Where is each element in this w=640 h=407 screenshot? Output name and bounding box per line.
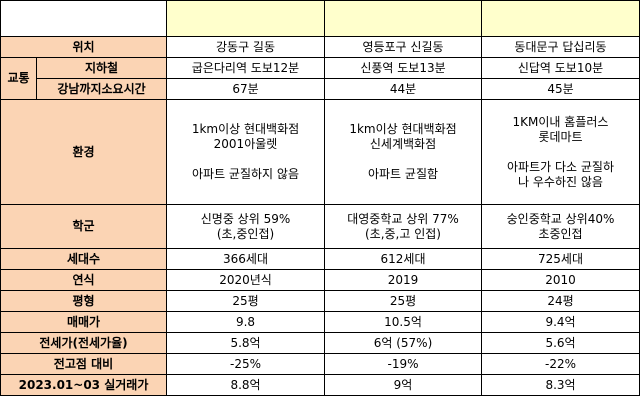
row-value: 9.4억 (481, 311, 640, 333)
row-value: -25% (166, 353, 325, 375)
row-value: 9억 (324, 374, 482, 396)
table-row: 2023.01~03 실거래가 8.8억 9억 8.3억 (0, 374, 640, 396)
header-row (0, 0, 640, 37)
row-value: 5.8억 (166, 332, 325, 354)
location-row: 위치 강동구 길동 영등포구 신길동 동대문구 답십리동 (0, 36, 640, 58)
row-value: -22% (481, 353, 640, 375)
commute-value: 44분 (324, 78, 482, 100)
row-value: 25평 (166, 290, 325, 312)
header-col-2 (324, 0, 482, 37)
subway-value: 신답역 도보10분 (481, 57, 640, 79)
location-label: 위치 (0, 36, 167, 58)
school-line: 대영중학교 상위 77% (347, 211, 459, 226)
table-row: 매매가 9.8 10.5억 9.4억 (0, 311, 640, 333)
school-cell: 대영중학교 상위 77% (초,중,고 인접) (324, 204, 482, 249)
school-label: 학군 (0, 204, 167, 249)
row-label: 세대수 (0, 248, 167, 270)
location-value: 영등포구 신길동 (324, 36, 482, 58)
table-row: 평형 25평 25평 24평 (0, 290, 640, 312)
row-label: 전세가(전세가율) (0, 332, 167, 354)
table-row: 연식 2020년식 2019 2010 (0, 269, 640, 291)
subway-label: 지하철 (36, 57, 167, 79)
subway-value: 신풍역 도보13분 (324, 57, 482, 79)
row-value: 2020년식 (166, 269, 325, 291)
environment-note: 아파트 균질함 (367, 167, 439, 181)
table-row: 전고점 대비 -25% -19% -22% (0, 353, 640, 375)
school-line: (초,중,고 인접) (364, 226, 441, 241)
commute-row: 강남까지소요시간 67분 44분 45분 (1, 78, 640, 100)
location-value: 강동구 길동 (166, 36, 325, 58)
environment-line: 롯데마트 (538, 129, 583, 144)
environment-note: 아파트 균질하지 않음 (192, 167, 299, 181)
school-row: 학군 신명중 상위 59% (초,중인접) 대영중학교 상위 77% (초,중,… (0, 204, 640, 249)
transport-group-label: 교통 (0, 57, 37, 100)
row-value: 5.6억 (481, 332, 640, 354)
row-value: 366세대 (166, 248, 325, 270)
row-label: 매매가 (0, 311, 167, 333)
row-value: 612세대 (324, 248, 482, 270)
commute-value: 45분 (481, 78, 640, 100)
location-value: 동대문구 답십리동 (481, 36, 640, 58)
environment-label: 환경 (0, 99, 167, 205)
commute-label: 강남까지소요시간 (36, 78, 167, 100)
header-col-1 (166, 0, 325, 37)
environment-line: 1km이상 현대백화점 (349, 122, 457, 136)
environment-note: 나 우수하진 않음 (518, 174, 603, 189)
row-value: 2010 (481, 269, 640, 291)
row-value: 8.3억 (481, 374, 640, 396)
row-value: 6억 (57%) (324, 332, 482, 354)
row-value: 9.8 (166, 311, 325, 333)
table-row: 세대수 366세대 612세대 725세대 (0, 248, 640, 270)
row-label: 전고점 대비 (0, 353, 167, 375)
school-line: 숭인중학교 상위40% (506, 211, 615, 226)
row-value: -19% (324, 353, 482, 375)
school-line: 초중인접 (538, 226, 583, 241)
environment-line: 1km이상 현대백화점 (191, 122, 300, 136)
table-row: 전세가(전세가율) 5.8억 6억 (57%) 5.6억 (0, 332, 640, 354)
environment-cell: 1KM이내 홈플러스 롯데마트 아파트가 다소 균질하 나 우수하진 않음 (481, 99, 640, 205)
row-label: 연식 (0, 269, 167, 291)
environment-line: 신세계백화점 (369, 137, 437, 151)
environment-cell: 1km이상 현대백화점 2001아울렛 아파트 균질하지 않음 (166, 99, 325, 205)
environment-cell: 1km이상 현대백화점 신세계백화점 아파트 균질함 (324, 99, 482, 205)
commute-value: 67분 (166, 78, 325, 100)
row-value: 10.5억 (324, 311, 482, 333)
environment-note: 아파트가 다소 균질하 (507, 159, 614, 174)
row-value: 8.8억 (166, 374, 325, 396)
school-cell: 숭인중학교 상위40% 초중인접 (481, 204, 640, 249)
row-label: 평형 (0, 290, 167, 312)
school-cell: 신명중 상위 59% (초,중인접) (166, 204, 325, 249)
school-line: 신명중 상위 59% (200, 211, 291, 226)
environment-line: 2001아울렛 (213, 137, 278, 151)
corner-cell (0, 0, 167, 37)
school-line: (초,중인접) (216, 226, 275, 241)
header-col-3 (481, 0, 640, 37)
comparison-table: 위치 강동구 길동 영등포구 신길동 동대문구 답십리동 교통 지하철 굽은다리… (0, 0, 640, 396)
environment-line: 1KM이내 홈플러스 (512, 114, 609, 129)
subway-row: 교통 지하철 굽은다리역 도보12분 신풍역 도보13분 신답역 도보10분 (0, 57, 640, 100)
row-value: 25평 (324, 290, 482, 312)
row-value: 24평 (481, 290, 640, 312)
environment-row: 환경 1km이상 현대백화점 2001아울렛 아파트 균질하지 않음 1km이상… (0, 99, 640, 205)
row-label: 2023.01~03 실거래가 (0, 374, 167, 396)
row-value: 725세대 (481, 248, 640, 270)
row-value: 2019 (324, 269, 482, 291)
subway-value: 굽은다리역 도보12분 (166, 57, 325, 79)
